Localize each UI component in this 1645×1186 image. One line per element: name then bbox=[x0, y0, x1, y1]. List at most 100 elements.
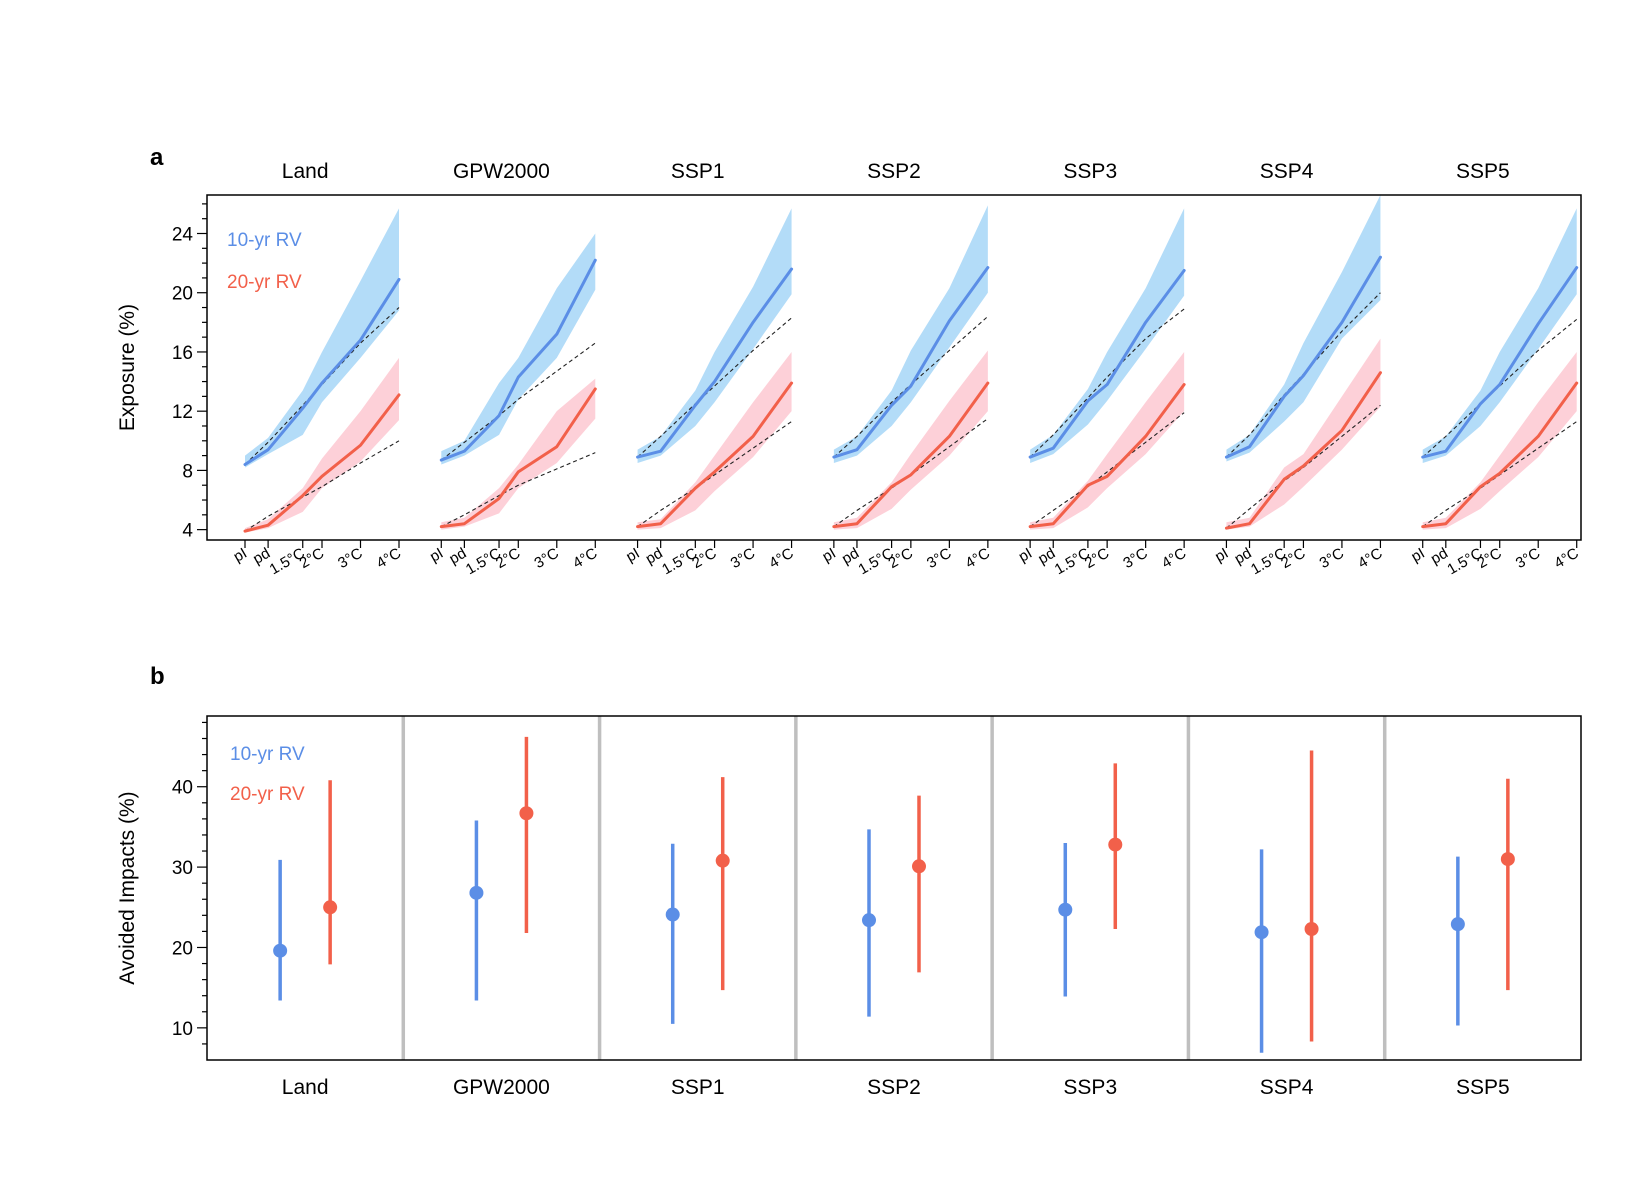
blue-linear-reference-line bbox=[440, 342, 596, 461]
red-linear-reference-line bbox=[1422, 421, 1578, 528]
category-gpw2000: GPW2000 bbox=[453, 736, 550, 1099]
red-uncertainty-band bbox=[1030, 351, 1185, 530]
red-uncertainty-band bbox=[441, 378, 596, 530]
x-tick-label: 3°C bbox=[1120, 545, 1150, 572]
panel-b: b Land GPW2000 SSP1 SSP2 SSP3 SSP4 SSP5 10 20 30 40… bbox=[116, 663, 1582, 1099]
facet-title: SSP5 bbox=[1456, 160, 1510, 183]
point-10yr bbox=[1450, 917, 1465, 932]
red-uncertainty-band bbox=[1422, 351, 1577, 530]
x-tick-label: pI bbox=[1408, 545, 1427, 566]
panel-b-frame bbox=[206, 715, 1582, 1061]
facet-title: SSP3 bbox=[1063, 160, 1117, 183]
point-10yr bbox=[1254, 925, 1269, 940]
x-tick-label: 4°C bbox=[570, 545, 600, 572]
red-uncertainty-band bbox=[833, 350, 988, 530]
x-tick-label: pI bbox=[1016, 545, 1035, 566]
y-tick-label: 30 bbox=[172, 858, 193, 879]
x-tick-label: pI bbox=[427, 545, 446, 566]
red-mean-line bbox=[439, 387, 597, 529]
category-ssp5: SSP5 bbox=[1450, 778, 1515, 1099]
facet-title: SSP4 bbox=[1260, 160, 1314, 183]
y-tick-label: 40 bbox=[172, 778, 193, 799]
blue-uncertainty-band bbox=[833, 205, 988, 464]
blue-mean-line bbox=[1421, 266, 1579, 459]
category-label: GPW2000 bbox=[453, 1076, 550, 1099]
red-mean-line bbox=[1028, 383, 1186, 529]
x-tick-label: 3°C bbox=[924, 545, 954, 572]
point-10yr bbox=[469, 885, 484, 900]
blue-uncertainty-band bbox=[1422, 208, 1577, 464]
x-tick-label: pI bbox=[1212, 545, 1231, 566]
red-linear-reference-line bbox=[833, 418, 989, 528]
x-tick-label: 3°C bbox=[1513, 545, 1543, 572]
red-linear-reference-line bbox=[1029, 412, 1185, 528]
blue-mean-line bbox=[636, 267, 794, 459]
facet-title: SSP1 bbox=[671, 160, 725, 183]
category-label: SSP5 bbox=[1456, 1076, 1510, 1099]
blue-uncertainty-band bbox=[1030, 208, 1185, 464]
x-tick-label: pd bbox=[839, 545, 862, 568]
point-10yr bbox=[665, 907, 680, 922]
x-tick-label: 4°C bbox=[963, 545, 993, 572]
blue-uncertainty-band bbox=[245, 208, 399, 468]
x-tick-label: pd bbox=[1428, 545, 1451, 568]
category-label: SSP1 bbox=[671, 1076, 725, 1099]
legend-entry-10yr: 10-yr RV bbox=[230, 744, 305, 765]
x-tick-label: 3°C bbox=[335, 545, 365, 572]
red-linear-reference-line bbox=[637, 421, 792, 528]
x-tick-label: pd bbox=[446, 545, 469, 568]
red-mean-line bbox=[1224, 371, 1382, 530]
x-tick-label: 3°C bbox=[1317, 545, 1347, 572]
blue-uncertainty-band bbox=[441, 233, 596, 465]
x-tick-label: 4°C bbox=[374, 545, 404, 572]
x-tick-label: 4°C bbox=[1159, 545, 1189, 572]
panel-a-letter: a bbox=[150, 144, 164, 171]
panel-a-frame bbox=[206, 194, 1582, 541]
point-10yr bbox=[273, 943, 288, 958]
x-tick-label: pd bbox=[250, 545, 273, 568]
point-20yr bbox=[715, 853, 730, 868]
point-20yr bbox=[1500, 852, 1515, 867]
blue-linear-reference-line bbox=[833, 316, 989, 458]
blue-mean-line bbox=[439, 258, 597, 462]
category-label: SSP3 bbox=[1063, 1076, 1117, 1099]
x-tick-label: pI bbox=[231, 545, 250, 566]
red-uncertainty-band bbox=[245, 357, 399, 533]
category-ssp4: SSP4 bbox=[1254, 750, 1319, 1099]
category-label: SSP4 bbox=[1260, 1076, 1314, 1099]
category-label: SSP2 bbox=[867, 1076, 921, 1099]
x-tick-label: 3°C bbox=[531, 545, 561, 572]
category-ssp2: SSP2 bbox=[862, 795, 926, 1099]
x-tick-label: 4°C bbox=[1551, 545, 1581, 572]
red-linear-reference-line bbox=[244, 440, 400, 532]
category-land: Land bbox=[273, 780, 338, 1099]
x-tick-label: 4°C bbox=[766, 545, 796, 572]
legend-entry-20yr: 20-yr RV bbox=[227, 272, 302, 293]
legend-entry-20yr: 20-yr RV bbox=[230, 784, 305, 805]
red-mean-line bbox=[1421, 381, 1579, 529]
legend-entry-10yr: 10-yr RV bbox=[227, 230, 302, 251]
y-tick-label: 20 bbox=[172, 938, 193, 959]
red-mean-line bbox=[832, 381, 990, 529]
point-10yr bbox=[1058, 902, 1073, 917]
red-mean-line bbox=[243, 393, 401, 533]
facet-title: Land bbox=[282, 160, 329, 183]
x-tick-label: pd bbox=[643, 545, 666, 568]
x-tick-label: 3°C bbox=[728, 545, 758, 572]
blue-mean-line bbox=[1224, 255, 1382, 459]
blue-mean-line bbox=[1028, 269, 1186, 459]
x-tick-label: pd bbox=[1232, 545, 1255, 568]
category-label: Land bbox=[282, 1076, 329, 1099]
y-tick-label: 20 bbox=[172, 284, 193, 305]
y-tick-label: 16 bbox=[172, 343, 193, 364]
facet-title: GPW2000 bbox=[453, 160, 550, 183]
blue-uncertainty-band bbox=[1226, 195, 1381, 462]
point-20yr bbox=[519, 806, 534, 821]
